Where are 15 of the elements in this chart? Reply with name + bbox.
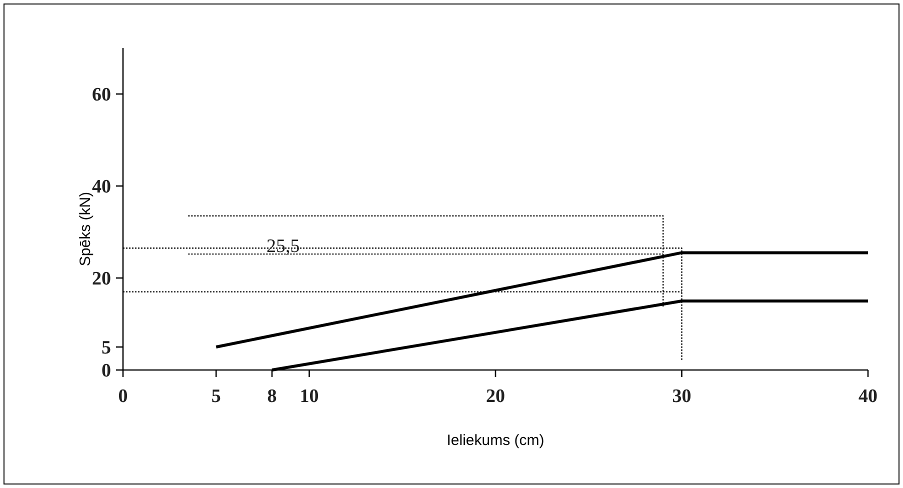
x-axis-title: Ieliekums (cm) (446, 432, 544, 449)
annotation: 25,5 (266, 236, 300, 258)
x-tick-label: 30 (672, 386, 692, 407)
y-tick-label: 40 (92, 176, 111, 198)
y-tick-label: 0 (102, 360, 111, 382)
y-tick-label: 5 (102, 338, 111, 359)
x-tick-label: 10 (300, 386, 319, 407)
x-tick-label: 20 (486, 386, 505, 407)
x-tick-label: 40 (858, 386, 878, 407)
y-tick-label: 60 (92, 84, 111, 106)
x-tick-label: 5 (211, 386, 221, 407)
x-tick-label: 0 (118, 386, 128, 407)
y-tick-label: 20 (92, 268, 111, 290)
y-axis-title: Spēks (kN) (77, 192, 94, 266)
x-tick-label: 8 (267, 386, 277, 407)
